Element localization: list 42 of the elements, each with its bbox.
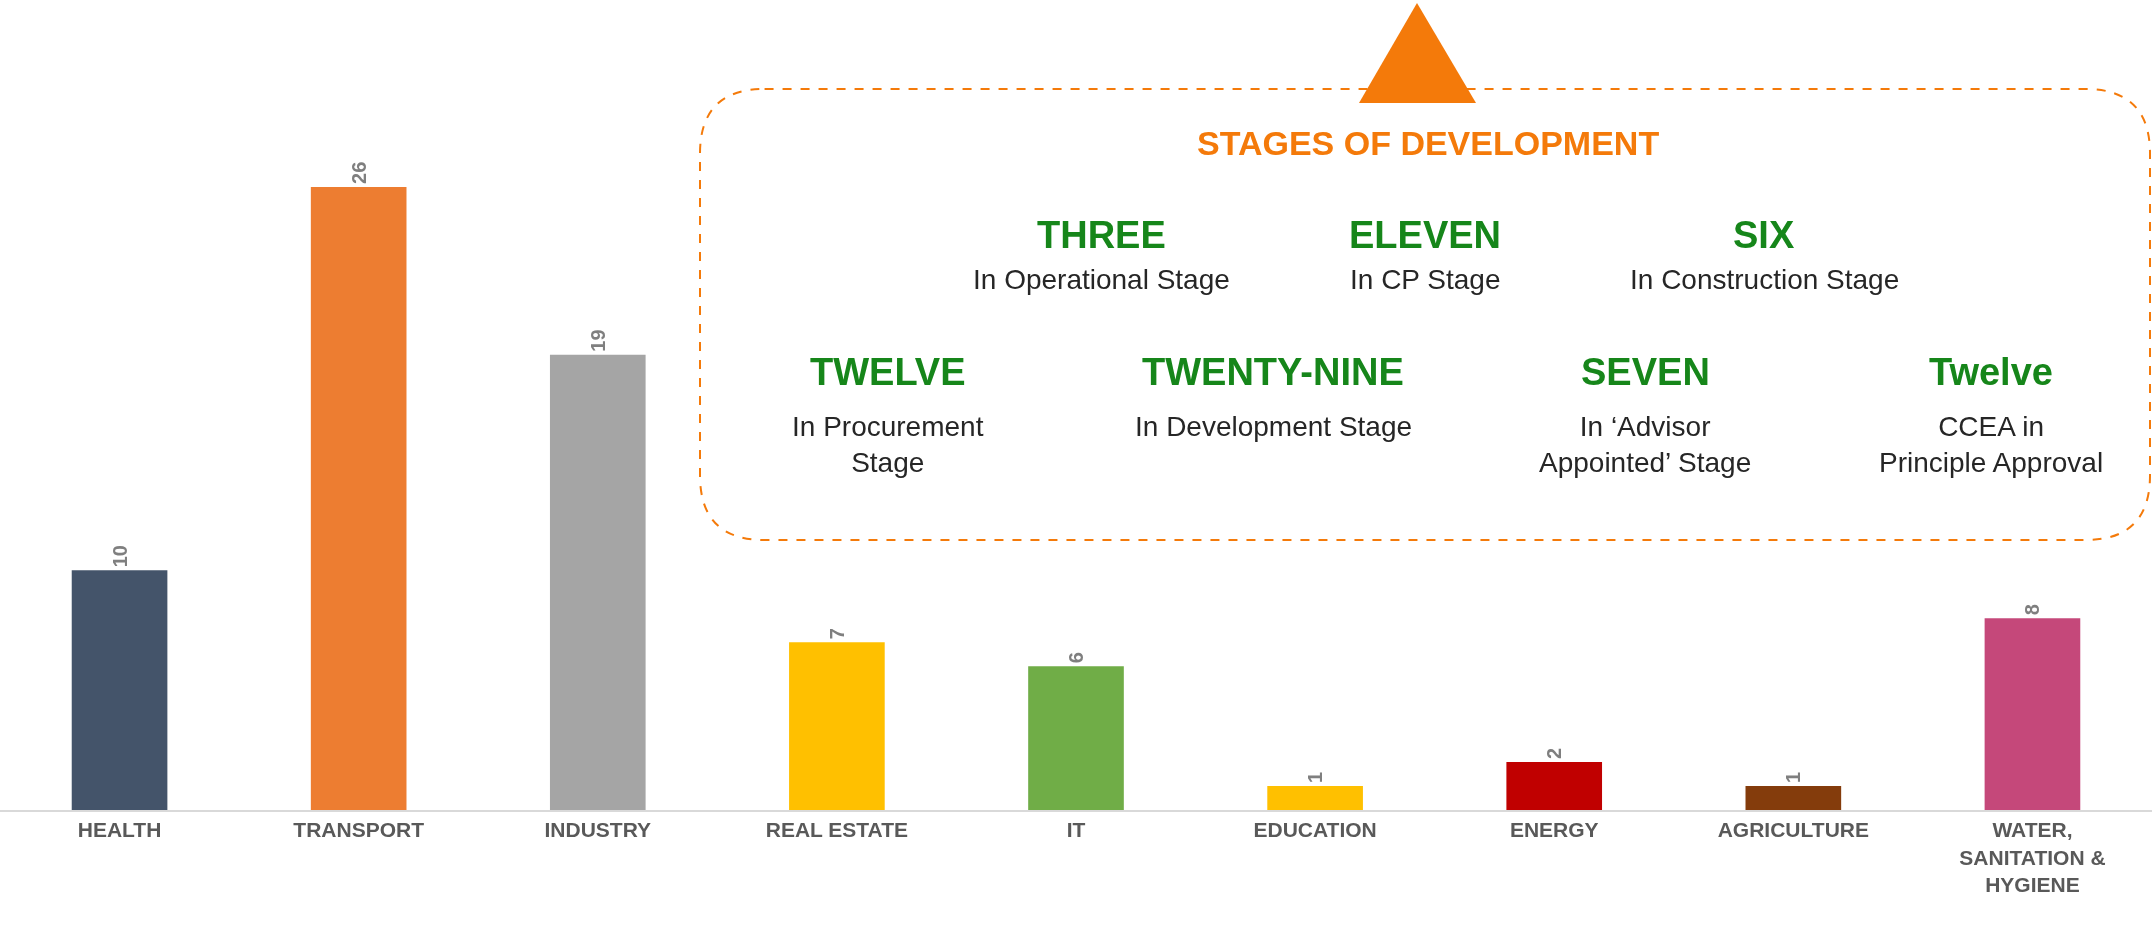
text: STAGES OF DEVELOPMENT [1197, 124, 1660, 162]
annotation: In Development Stage [1135, 411, 1413, 442]
data-label: 10 [108, 545, 131, 568]
annotation: THREE [1037, 214, 1166, 256]
bar [1745, 786, 1842, 810]
x-tick-label: INDUSTRY [544, 818, 652, 842]
annotation: SEVEN [1581, 351, 1710, 393]
x-tick-label: REAL ESTATE [765, 818, 909, 842]
annotation: In Operational Stage [973, 264, 1230, 295]
bar [549, 354, 646, 810]
x-tick-label: EDUCATION [1253, 818, 1377, 842]
x-tick-label: WATER, SANITATION & HYGIENE [1959, 818, 2106, 896]
bar [1028, 666, 1124, 810]
bar [1984, 618, 2081, 810]
x-tick-label: HEALTH [77, 818, 162, 842]
annotation: CCEA in Principle Approval [1879, 411, 2104, 479]
bar [1506, 762, 1603, 810]
data-label: 1 [1304, 771, 1327, 784]
data-label: 7 [825, 628, 848, 640]
annotation: TWELVE [810, 351, 966, 393]
annotation: In CP Stage [1350, 264, 1501, 295]
x-tick-label: ENERGY [1509, 818, 1599, 842]
bar [1267, 786, 1363, 810]
data-label: 1 [1782, 771, 1805, 784]
data-label: 26 [347, 161, 370, 184]
annotation: In ‘Advisor Appointed’ Stage [1539, 411, 1752, 479]
annotation: Twelve [1929, 351, 2053, 393]
annotation: TWENTY-NINE [1142, 351, 1404, 393]
data-label: 6 [1065, 652, 1087, 664]
data-label: 8 [2021, 604, 2044, 616]
annotation: SIX [1733, 214, 1795, 256]
annotation: In Procurement Stage [792, 411, 984, 479]
x-tick-label: IT [1066, 818, 1086, 842]
bar [789, 642, 885, 810]
data-label: 2 [1543, 747, 1566, 760]
data-label: 19 [586, 329, 609, 352]
bar [310, 186, 407, 810]
annotation: In Construction Stage [1630, 264, 1900, 295]
bar [71, 570, 168, 810]
annotation: ELEVEN [1349, 214, 1502, 256]
x-tick-label: AGRICULTURE [1717, 818, 1869, 842]
x-tick-label: TRANSPORT [293, 818, 425, 842]
